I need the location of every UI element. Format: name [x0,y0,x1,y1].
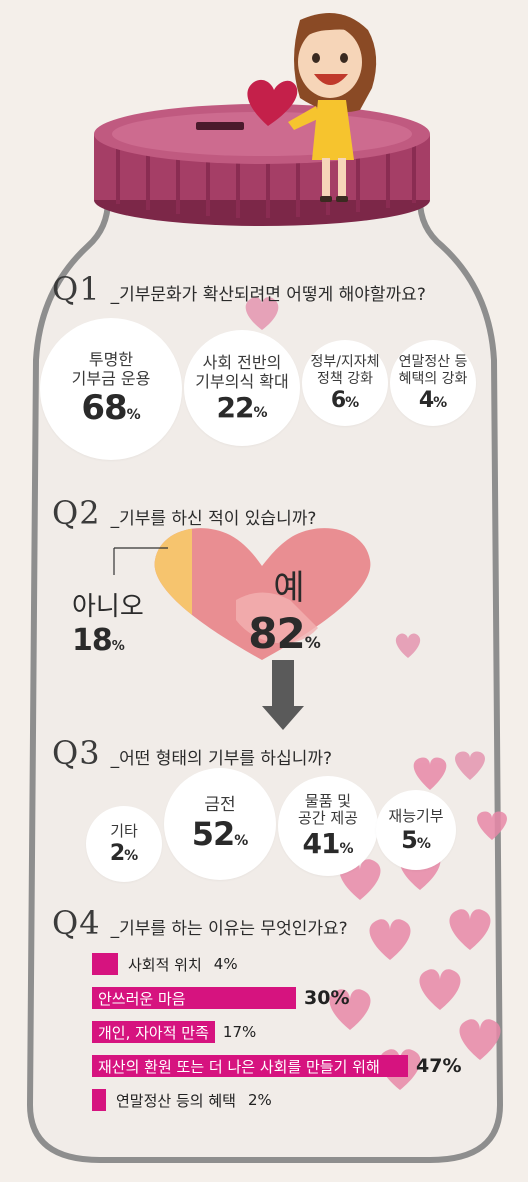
q4-bar-label: 안쓰러운 마음 [98,989,186,1008]
q4-bar-row: 연말정산 등의 혜택 2% [92,1088,272,1112]
q4-bar-row: 사회적 위치 4% [92,952,238,976]
jar-lid [94,104,430,226]
q4-bar: 안쓰러운 마음 [92,987,296,1009]
q3-value-3-num: 41 [302,826,341,860]
q2-no-unit: % [111,639,125,654]
q3-bubble-3: 물품 및 공간 제공 41% [278,776,378,876]
q3-value-2: 52% [192,815,249,853]
q1-value-3-num: 6 [330,387,346,413]
q1-label-1: 투명한 기부금 운용 [71,350,151,388]
q4-bar-label: 연말정산 등의 혜택 [116,1091,236,1110]
q3-value-3-unit: % [339,840,354,857]
q2-no-value-num: 18 [72,623,113,658]
decorative-hearts [245,297,485,780]
q1-number: Q1 [52,270,101,308]
q4-bar-label: 개인, 자아적 만족 [98,1023,209,1042]
q3-value-1: 2% [110,841,138,866]
q1-value-2-num: 22 [216,390,255,424]
q3-label-3: 물품 및 공간 제공 [298,791,358,827]
q4-question: _기부를 하는 이유는 무엇인가요? [110,919,348,939]
q3-bubble-2: 금전 52% [164,768,276,880]
q3-label-2: 금전 [204,794,236,815]
q1-label-4: 연말정산 등 혜택의 강화 [398,353,468,387]
q4-bar-value: 2% [247,1091,272,1109]
q3-value-4-num: 5 [401,825,418,854]
q3-value-3: 41% [303,827,354,860]
q3-value-2-unit: % [234,832,249,849]
q3-value-4-unit: % [416,835,431,852]
q3-value-1-num: 2 [109,841,125,866]
q3-label-4: 재능기부 [388,806,444,825]
q1-bubble-2: 사회 전반의 기부의식 확대 22% [184,330,300,446]
q1-value-1-unit: % [126,407,141,423]
held-heart-icon [247,79,298,126]
q2-heart-pie [154,528,371,660]
q4-bar-value: 47% [416,1055,462,1077]
q2-heading: Q2 _기부를 하신 적이 있습니까? [52,494,316,532]
q1-bubble-1: 투명한 기부금 운용 68% [40,318,182,460]
q3-label-1: 기타 [110,822,138,840]
q4-bar-row: 안쓰러운 마음 30% [92,986,349,1010]
q1-label-3: 정부/지자체 정책 강화 [310,353,380,387]
q2-yes-value-num: 82 [248,609,305,658]
q1-value-1-num: 68 [81,388,127,428]
q1-value-4: 4% [419,388,447,413]
q2-yes-unit: % [304,633,321,652]
q4-number: Q4 [52,904,101,942]
q3-heading: Q3 _어떤 형태의 기부를 하십니까? [52,734,332,772]
q1-question: _기부문화가 확산되려면 어떻게 해야할까요? [110,285,426,305]
q2-number: Q2 [52,494,101,532]
q4-bar-label: 재산의 환원 또는 더 나은 사회를 만들기 위해 [98,1057,380,1076]
q1-value-3: 6% [331,388,359,413]
q1-value-2-unit: % [253,404,268,421]
q4-bar-value: 4% [213,955,238,973]
q4-bar-row: 개인, 자아적 만족 17% [92,1020,256,1044]
q3-bubble-4: 재능기부 5% [376,790,456,870]
q3-value-1-unit: % [124,848,139,864]
q4-bar [92,1089,106,1111]
q2-yes-value: 82% [234,609,334,658]
q1-value-1: 68% [81,388,140,428]
q4-bar [92,953,118,975]
q1-value-2: 22% [217,391,268,424]
q2-yes-label: 예 82% [244,560,334,658]
q2-no-label: 아니오 18% [72,586,144,658]
q2-question: _기부를 하신 적이 있습니까? [110,509,317,529]
q4-bar-value: 30% [304,987,350,1009]
q3-value-2-num: 52 [191,814,236,853]
q3-number: Q3 [52,734,101,772]
q2-yes-text: 예 [273,568,305,608]
q4-heading: Q4 _기부를 하는 이유는 무엇인가요? [52,904,348,942]
q4-bar-row: 재산의 환원 또는 더 나은 사회를 만들기 위해 47% [92,1054,461,1078]
q4-bar-label: 사회적 위치 [128,955,202,974]
q1-bubble-4: 연말정산 등 혜택의 강화 4% [390,340,476,426]
q4-bar: 개인, 자아적 만족 [92,1021,215,1043]
q1-label-2: 사회 전반의 기부의식 확대 [195,352,289,391]
q3-question: _어떤 형태의 기부를 하십니까? [110,749,333,769]
q1-value-3-unit: % [345,394,360,411]
q1-value-4-num: 4 [418,387,434,413]
q4-bar-value: 17% [222,1023,257,1041]
q4-bar: 재산의 환원 또는 더 나은 사회를 만들기 위해 [92,1055,408,1077]
q1-value-4-unit: % [433,394,448,411]
q2-no-text: 아니오 [72,592,144,622]
q2-no-value: 18% [72,623,144,658]
down-arrow-icon [262,660,304,730]
q3-bubble-1: 기타 2% [86,806,162,882]
q1-heading: Q1 _기부문화가 확산되려면 어떻게 해야할까요? [52,270,426,308]
q3-value-4: 5% [401,826,431,854]
girl-illustration [247,12,377,202]
q1-bubble-3: 정부/지자체 정책 강화 6% [302,340,388,426]
